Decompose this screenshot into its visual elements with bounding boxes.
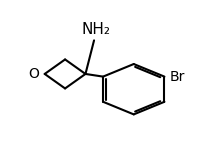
Text: Br: Br [169,70,184,84]
Text: O: O [29,67,39,81]
Text: NH₂: NH₂ [82,22,111,37]
